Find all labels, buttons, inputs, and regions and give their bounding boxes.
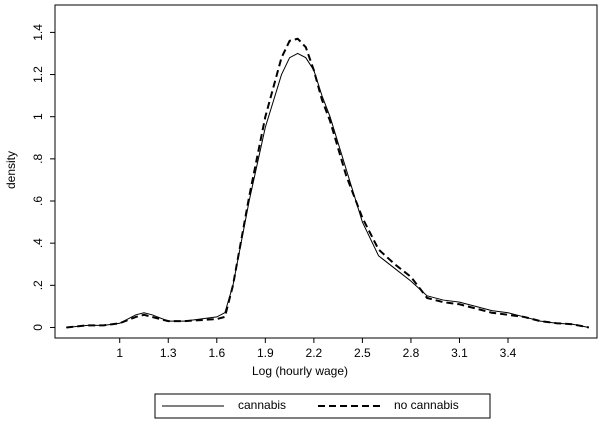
x-tick-label: 2.8 bbox=[403, 346, 420, 360]
y-tick-label: .2 bbox=[31, 280, 45, 290]
x-tick-label: 2.5 bbox=[354, 346, 371, 360]
y-tick-label: .4 bbox=[31, 238, 45, 248]
y-tick-label: .8 bbox=[31, 154, 45, 164]
x-tick-label: 1.6 bbox=[208, 346, 225, 360]
x-tick-label: 3.4 bbox=[500, 346, 517, 360]
legend-label: cannabis bbox=[238, 398, 286, 412]
x-tick-label: 1.3 bbox=[160, 346, 177, 360]
legend-label: no cannabis bbox=[394, 398, 459, 412]
series-line bbox=[66, 52, 590, 328]
x-tick-label: 3.1 bbox=[451, 346, 468, 360]
y-tick-label: .6 bbox=[31, 196, 45, 206]
x-tick-label: 1.9 bbox=[257, 346, 274, 360]
series-line bbox=[66, 37, 590, 329]
x-axis-label: Log (hourly wage) bbox=[252, 364, 348, 378]
y-tick-label: 1.2 bbox=[31, 66, 45, 83]
plot-frame bbox=[54, 4, 598, 339]
y-axis-label: density bbox=[4, 151, 18, 189]
x-tick-label: 1 bbox=[116, 346, 123, 360]
y-tick-label: 1 bbox=[31, 113, 45, 120]
y-tick-label: 1.4 bbox=[31, 24, 45, 41]
x-tick-label: 2.2 bbox=[306, 346, 323, 360]
y-tick-label: 0 bbox=[31, 324, 45, 331]
